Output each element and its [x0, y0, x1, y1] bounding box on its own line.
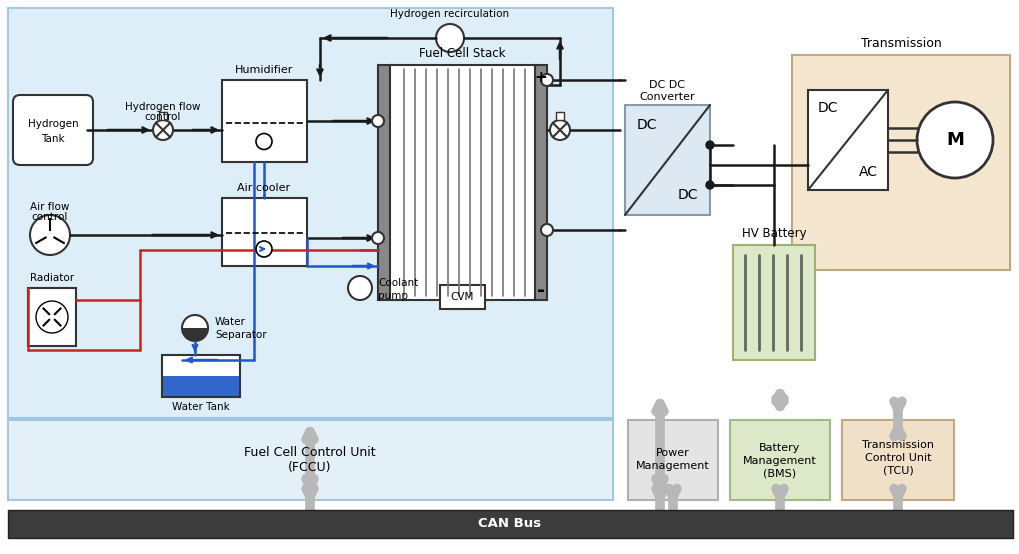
FancyBboxPatch shape [8, 510, 1012, 538]
Circle shape [153, 120, 173, 140]
Text: +: + [534, 69, 547, 85]
Text: pump: pump [378, 291, 408, 301]
Circle shape [540, 74, 552, 86]
Circle shape [540, 224, 552, 236]
FancyBboxPatch shape [222, 80, 307, 162]
Text: Water Tank: Water Tank [172, 402, 229, 412]
Circle shape [372, 232, 383, 244]
FancyBboxPatch shape [13, 95, 93, 165]
Text: Hydrogen flow: Hydrogen flow [125, 102, 201, 112]
Text: control: control [32, 212, 68, 222]
Text: Hydrogen recirculation: Hydrogen recirculation [390, 9, 510, 19]
Text: DC: DC [636, 118, 656, 132]
FancyBboxPatch shape [159, 112, 167, 120]
Text: Hydrogen: Hydrogen [28, 119, 78, 129]
Text: Air cooler: Air cooler [237, 183, 290, 193]
Circle shape [30, 215, 70, 255]
Text: Battery: Battery [758, 443, 800, 453]
Circle shape [372, 115, 383, 127]
Text: Transmission: Transmission [860, 37, 941, 49]
FancyBboxPatch shape [163, 376, 238, 396]
FancyBboxPatch shape [791, 55, 1009, 270]
Text: DC DC: DC DC [648, 80, 685, 90]
FancyBboxPatch shape [222, 198, 307, 266]
Text: CVM: CVM [449, 292, 473, 302]
Text: Transmission: Transmission [861, 440, 933, 450]
Circle shape [347, 276, 372, 300]
FancyBboxPatch shape [162, 355, 239, 397]
Text: Fuel Cell Stack: Fuel Cell Stack [419, 47, 504, 59]
Text: control: control [145, 112, 181, 122]
FancyBboxPatch shape [28, 288, 76, 346]
Text: Fuel Cell Control Unit: Fuel Cell Control Unit [244, 447, 375, 459]
Circle shape [36, 301, 68, 333]
Text: Water: Water [215, 317, 246, 327]
Wedge shape [181, 328, 208, 341]
Text: AC: AC [858, 165, 876, 179]
Text: (BMS): (BMS) [762, 469, 796, 479]
Text: DC: DC [817, 101, 838, 115]
Circle shape [705, 141, 713, 149]
FancyBboxPatch shape [841, 420, 953, 500]
Text: Control Unit: Control Unit [864, 453, 930, 463]
FancyBboxPatch shape [628, 420, 717, 500]
Text: DC: DC [677, 188, 698, 202]
FancyBboxPatch shape [535, 65, 546, 300]
Circle shape [256, 241, 272, 257]
Text: M: M [946, 131, 963, 149]
FancyBboxPatch shape [378, 65, 389, 300]
Text: Management: Management [743, 456, 816, 466]
Text: Separator: Separator [215, 330, 266, 340]
FancyBboxPatch shape [8, 8, 612, 418]
Text: Tank: Tank [41, 134, 65, 144]
Text: Radiator: Radiator [30, 273, 74, 283]
Circle shape [256, 134, 272, 150]
Circle shape [435, 24, 464, 52]
FancyBboxPatch shape [555, 112, 564, 120]
FancyBboxPatch shape [733, 245, 814, 360]
Text: Air flow: Air flow [31, 202, 69, 212]
Text: Power: Power [655, 448, 689, 458]
FancyBboxPatch shape [730, 420, 829, 500]
Text: Management: Management [636, 461, 709, 471]
FancyBboxPatch shape [8, 420, 612, 500]
FancyBboxPatch shape [807, 90, 888, 190]
Text: Converter: Converter [639, 92, 694, 102]
Text: -: - [536, 280, 544, 300]
Circle shape [916, 102, 993, 178]
Circle shape [705, 181, 713, 189]
Circle shape [549, 120, 570, 140]
Text: CAN Bus: CAN Bus [478, 517, 541, 531]
Text: Coolant: Coolant [378, 278, 418, 288]
Text: (TCU): (TCU) [881, 466, 912, 476]
Text: Humidifier: Humidifier [234, 65, 292, 75]
FancyBboxPatch shape [439, 285, 484, 309]
Text: (FCCU): (FCCU) [288, 461, 331, 474]
Text: HV Battery: HV Battery [741, 227, 806, 239]
FancyBboxPatch shape [389, 65, 535, 300]
FancyBboxPatch shape [625, 105, 709, 215]
Circle shape [181, 315, 208, 341]
